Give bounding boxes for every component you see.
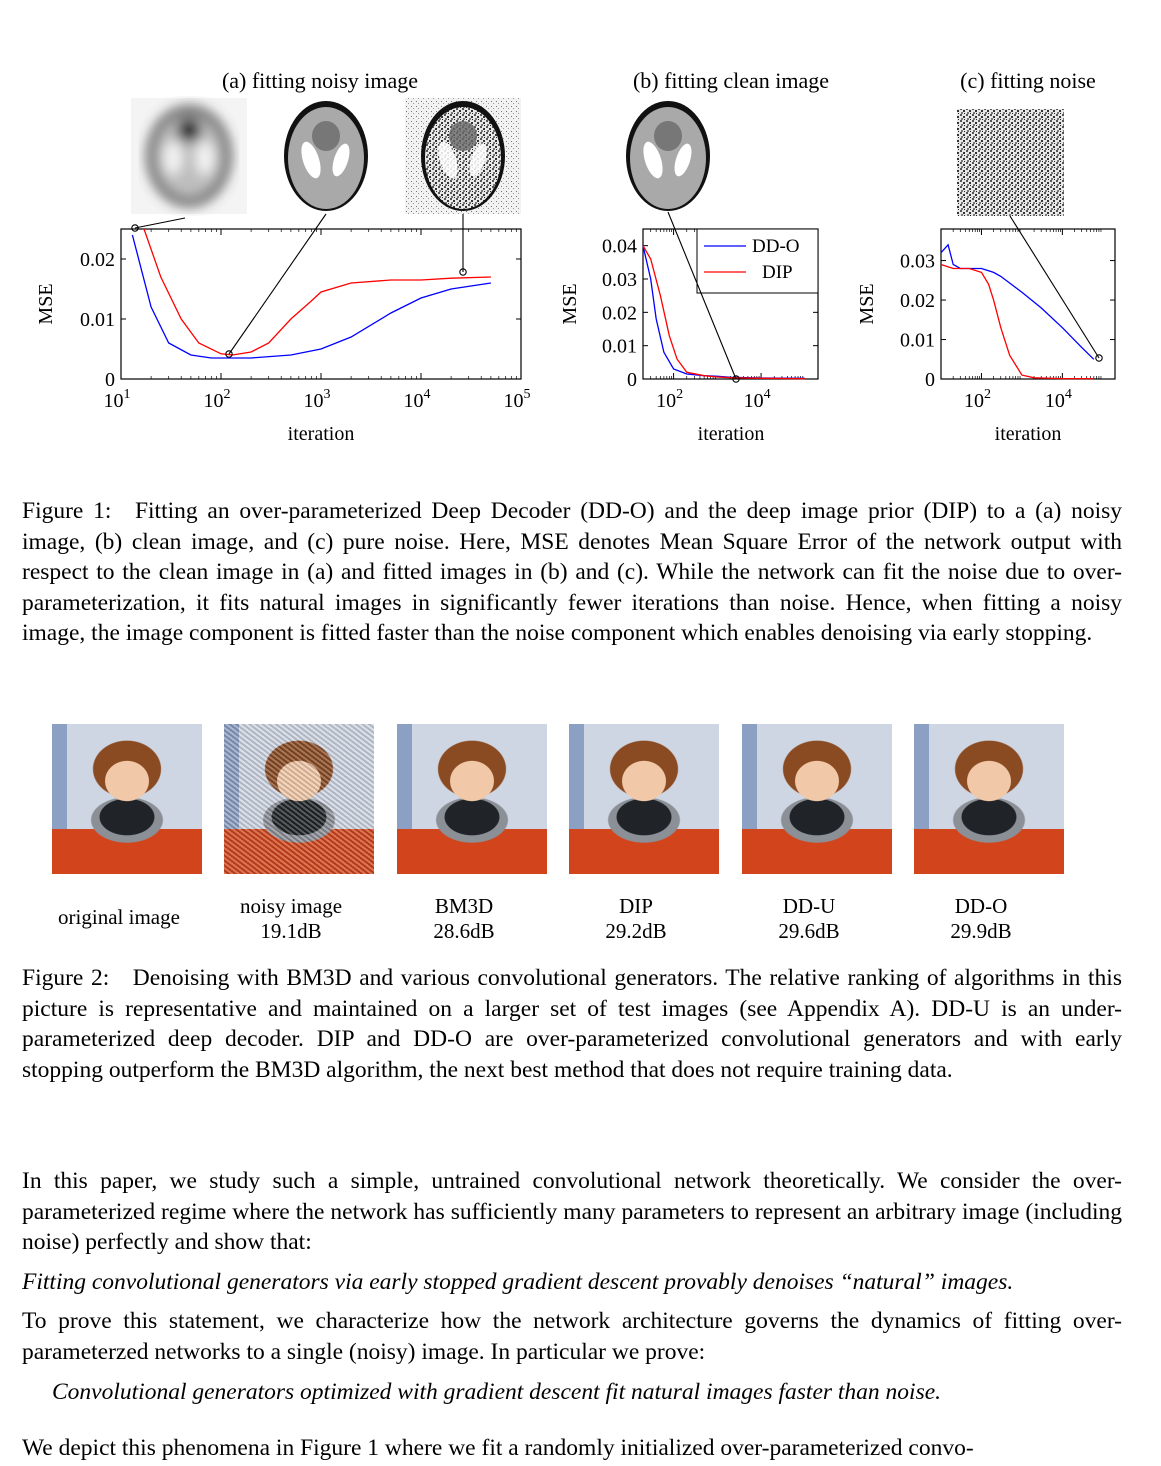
figure-1: (a) fitting noisy image (b) fitting clea… (35, 68, 1116, 445)
legend-dip-label: DIP (762, 262, 793, 283)
label-original-text: original image (58, 905, 180, 929)
x-tick-label: 105 (504, 387, 531, 412)
body-paragraph-3: We depict this phenomena in Figure 1 whe… (22, 1435, 974, 1461)
y-tick-label: 0 (925, 369, 935, 391)
y-tick-label: 0.04 (602, 236, 637, 258)
marker-a2 (225, 350, 233, 358)
plot-b-legend: DD-O DIP (696, 228, 819, 294)
plot-b-ylabel: MSE (559, 283, 581, 324)
figure-2-caption: Figure 2: Denoising with BM3D and variou… (22, 965, 1122, 1083)
plot-a-frame (120, 228, 522, 380)
label-original: original image (44, 905, 194, 930)
series-dd-o-line (131, 234, 491, 359)
plot-b: 0 0.01 0.02 0.03 0.04 102 104 (602, 229, 819, 412)
label-dip-psnr: 29.2dB (605, 919, 667, 943)
x-tick-label: 102 (656, 387, 683, 412)
callout-a2 (228, 213, 327, 355)
photo-dd-u (742, 724, 892, 874)
claim-2: Convolutional generators optimized with … (52, 1379, 942, 1405)
plot-b-xlabel: iteration (698, 423, 765, 445)
callout-lines (131, 211, 1103, 383)
y-tick-label: 0.02 (900, 290, 935, 312)
x-tick-label: 103 (304, 387, 331, 412)
label-bm3d-text: BM3D (434, 894, 494, 918)
marker-c (1095, 354, 1103, 362)
legend-dd-o-label: DD-O (752, 236, 800, 257)
x-tick-label: 104 (744, 387, 771, 412)
x-tick-label: 104 (404, 387, 431, 412)
label-dd-o-text: DD-O (954, 894, 1008, 918)
y-tick-label: 0.03 (900, 251, 935, 273)
photo-dd-o (914, 724, 1064, 874)
figure-1-caption: Figure 1: Fitting an over-parameterized … (22, 498, 1122, 646)
x-tick-label: 104 (1045, 387, 1072, 412)
marker-b (732, 375, 740, 383)
thumb-b-clean (626, 101, 710, 211)
y-tick-label: 0.02 (80, 249, 115, 271)
label-noisy-psnr: 19.1dB (260, 919, 322, 943)
thumb-a-clean (284, 101, 368, 211)
series-dip-line (642, 245, 805, 380)
marker-a1 (131, 224, 139, 232)
photo-noisy (224, 724, 374, 874)
plot-c-frame (940, 228, 1116, 380)
label-dip: DIP 29.2dB (561, 894, 711, 944)
y-tick-label: 0.01 (900, 330, 935, 352)
y-tick-label: 0.02 (602, 302, 637, 324)
body-paragraph-1: In this paper, we study such a simple, u… (22, 1168, 1122, 1255)
plot-a-ylabel: MSE (35, 283, 57, 324)
marker-a3 (459, 268, 467, 276)
label-dd-u-text: DD-U (782, 894, 836, 918)
plot-c-xlabel: iteration (995, 423, 1062, 445)
label-dd-u-psnr: 29.6dB (778, 919, 840, 943)
series-dd-o-line (940, 243, 1095, 360)
series-dip-line (940, 263, 1094, 380)
thumb-a-blurry (131, 98, 247, 214)
label-noisy: noisy image 19.1dB (216, 894, 366, 944)
callout-c (1009, 215, 1100, 359)
label-dd-o: DD-O 29.9dB (906, 894, 1056, 944)
y-tick-label: 0 (627, 369, 637, 391)
callout-a1 (134, 217, 186, 229)
panel-c-title: (c) fitting noise (960, 68, 1096, 93)
y-tick-label: 0 (105, 369, 115, 391)
body-paragraph-2: To prove this statement, we characterize… (22, 1308, 1122, 1365)
label-dip-text: DIP (619, 894, 653, 918)
label-dd-o-psnr: 29.9dB (950, 919, 1012, 943)
plot-a: 0 0.01 0.02 101 102 103 104 105 (80, 228, 531, 412)
callout-b (667, 211, 737, 380)
y-tick-label: 0.01 (602, 336, 637, 358)
claim-1: Fitting convolutional generators via ear… (22, 1269, 1014, 1295)
plot-c-ylabel: MSE (856, 283, 878, 324)
thumb-a-noisy (405, 98, 521, 214)
label-bm3d: BM3D 28.6dB (389, 894, 539, 944)
y-tick-label: 0.03 (602, 269, 637, 291)
panel-a-title: (a) fitting noisy image (222, 68, 418, 93)
x-tick-label: 101 (104, 387, 131, 412)
y-tick-label: 0.01 (80, 309, 115, 331)
plot-c: 0 0.01 0.02 0.03 102 104 (900, 229, 1116, 412)
x-tick-label: 102 (964, 387, 991, 412)
panel-b-title: (b) fitting clean image (633, 68, 829, 93)
photo-original (52, 724, 202, 874)
plot-a-xlabel: iteration (288, 423, 355, 445)
label-dd-u: DD-U 29.6dB (734, 894, 884, 944)
photo-dip (569, 724, 719, 874)
thumb-c-noise (957, 109, 1064, 216)
photo-bm3d (397, 724, 547, 874)
label-bm3d-psnr: 28.6dB (433, 919, 495, 943)
series-dip-line (143, 228, 491, 356)
label-noisy-text: noisy image (239, 894, 343, 918)
x-tick-label: 102 (204, 387, 231, 412)
